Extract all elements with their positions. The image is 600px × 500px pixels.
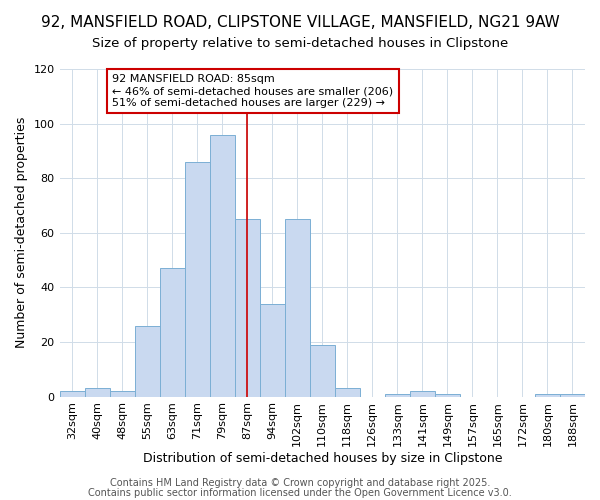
- Bar: [385, 394, 410, 396]
- Bar: [535, 394, 560, 396]
- Text: Contains public sector information licensed under the Open Government Licence v3: Contains public sector information licen…: [88, 488, 512, 498]
- Y-axis label: Number of semi-detached properties: Number of semi-detached properties: [15, 117, 28, 348]
- Bar: [209, 134, 235, 396]
- Bar: [285, 219, 310, 396]
- Text: Contains HM Land Registry data © Crown copyright and database right 2025.: Contains HM Land Registry data © Crown c…: [110, 478, 490, 488]
- Text: 92, MANSFIELD ROAD, CLIPSTONE VILLAGE, MANSFIELD, NG21 9AW: 92, MANSFIELD ROAD, CLIPSTONE VILLAGE, M…: [41, 15, 559, 30]
- Bar: [260, 304, 285, 396]
- Bar: [235, 219, 260, 396]
- Bar: [59, 391, 85, 396]
- Bar: [110, 391, 134, 396]
- Bar: [310, 344, 335, 397]
- Bar: [134, 326, 160, 396]
- X-axis label: Distribution of semi-detached houses by size in Clipstone: Distribution of semi-detached houses by …: [143, 452, 502, 465]
- Bar: [410, 391, 435, 396]
- Text: Size of property relative to semi-detached houses in Clipstone: Size of property relative to semi-detach…: [92, 38, 508, 51]
- Bar: [435, 394, 460, 396]
- Bar: [85, 388, 110, 396]
- Bar: [185, 162, 209, 396]
- Text: 92 MANSFIELD ROAD: 85sqm
← 46% of semi-detached houses are smaller (206)
51% of : 92 MANSFIELD ROAD: 85sqm ← 46% of semi-d…: [112, 74, 393, 108]
- Bar: [335, 388, 360, 396]
- Bar: [160, 268, 185, 396]
- Bar: [560, 394, 585, 396]
